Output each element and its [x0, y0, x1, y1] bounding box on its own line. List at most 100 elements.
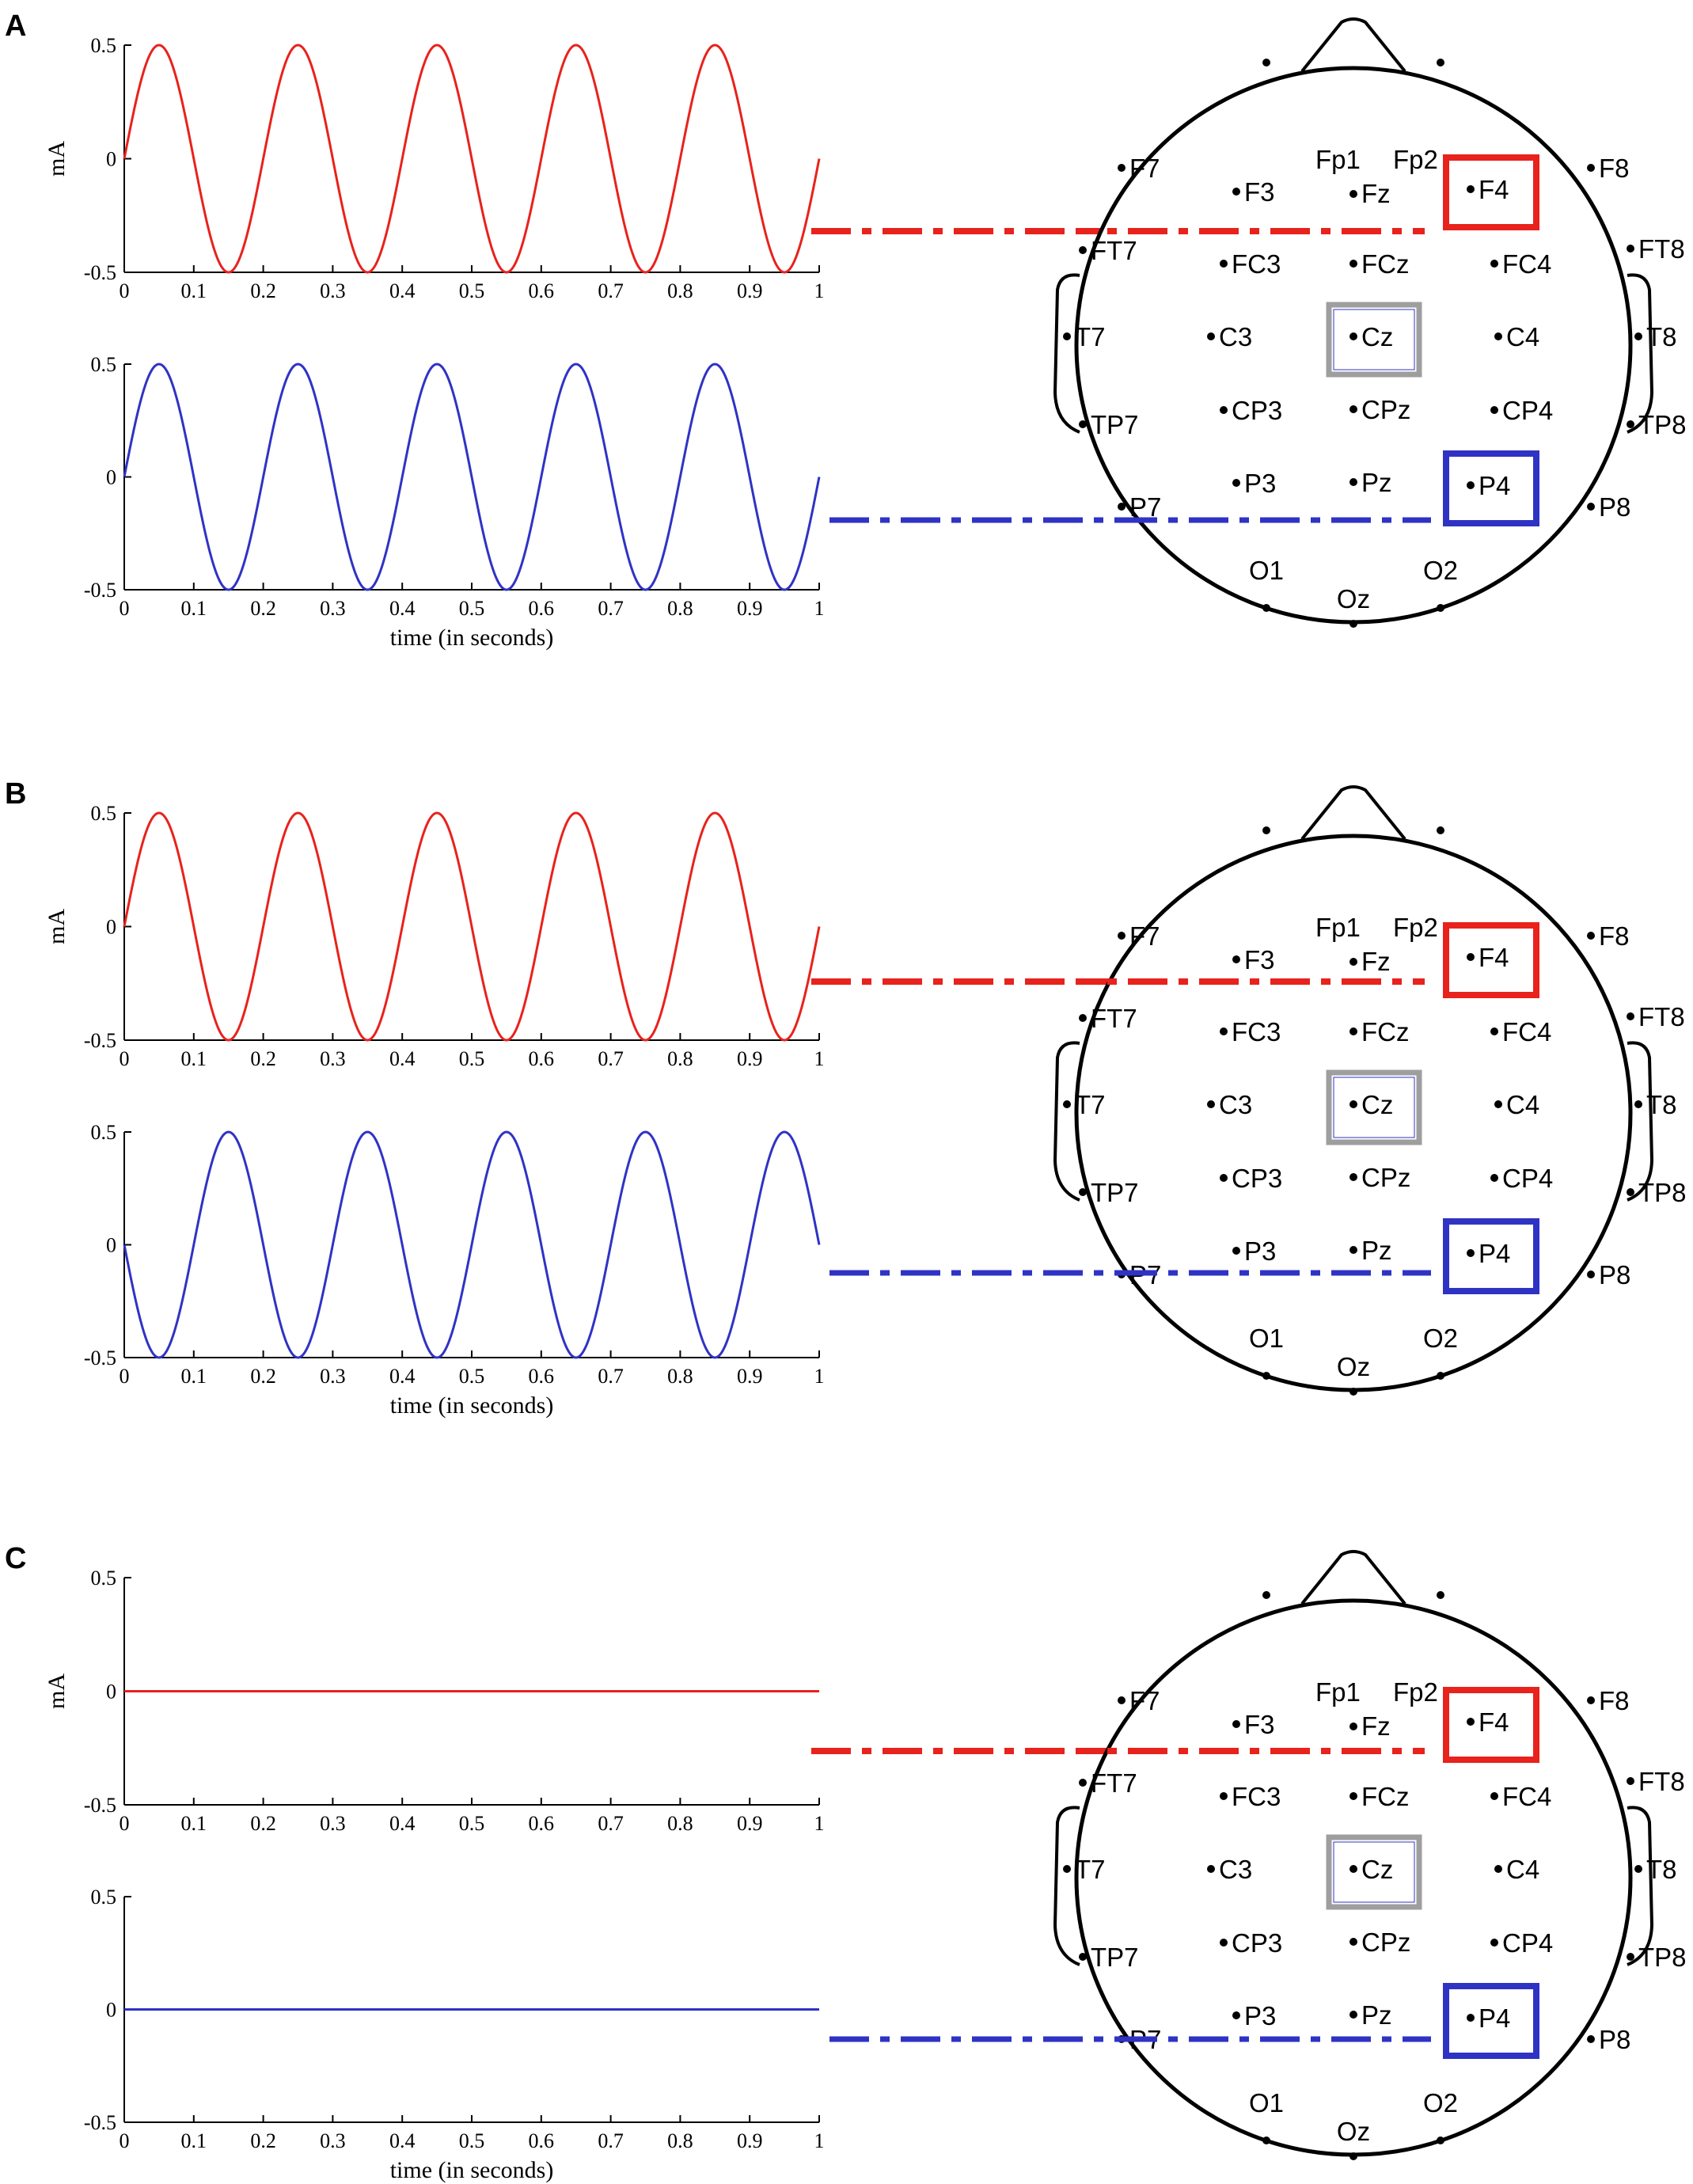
electrode-tp7: TP7 [1079, 1943, 1139, 1972]
y-axis-label: mA [44, 141, 70, 177]
electrode-tp7: TP7 [1079, 1178, 1139, 1207]
electrode-f4: F4 [1467, 175, 1509, 204]
electrode-dot [1490, 1939, 1498, 1947]
electrode-dot [1349, 2152, 1357, 2160]
panel-letter: B [5, 777, 26, 811]
nose-outline [1300, 17, 1406, 73]
electrode-label: F4 [1479, 943, 1509, 972]
electrode-o2: O2 [1423, 1324, 1458, 1380]
electrode-f7: F7 [1118, 154, 1160, 183]
y-tick-label: -0.5 [84, 1346, 116, 1369]
electrode-dot [1349, 1246, 1357, 1254]
electrode-cz: Cz [1349, 1090, 1393, 1119]
electrode-label: Pz [1361, 468, 1392, 497]
p4-highlight-box [1443, 1983, 1539, 2059]
panel-letter: C [5, 1542, 26, 1575]
electrode-fcz: FCz [1349, 1782, 1410, 1811]
electrode-oz: Oz [1337, 584, 1370, 628]
electrode-dot [1079, 1014, 1087, 1022]
x-tick-label: 0.3 [320, 279, 346, 302]
electrode-dot [1232, 1247, 1240, 1255]
electrode-dot [1262, 2137, 1270, 2144]
electrode-pz: Pz [1349, 1236, 1392, 1265]
electrode-ft7: FT7 [1079, 1004, 1137, 1033]
electrode-dot [1467, 185, 1475, 193]
electrode-f8: F8 [1587, 1686, 1630, 1715]
x-tick-label: 0 [120, 2129, 130, 2152]
x-tick-label: 0.1 [181, 279, 207, 302]
electrode-t8: T8 [1634, 322, 1677, 351]
electrode-label: Fp1 [1315, 145, 1361, 174]
electrode-label: P3 [1244, 1236, 1276, 1266]
electrode-cpz: CPz [1349, 1928, 1410, 1957]
electrode-fz: Fz [1349, 947, 1391, 976]
electrode-cp4: CP4 [1490, 1928, 1553, 1958]
x-tick-label: 0.5 [459, 1365, 485, 1388]
electrode-fp1: Fp1 [1262, 59, 1361, 174]
electrode-dot [1262, 604, 1270, 612]
electrode-label: T8 [1646, 1090, 1677, 1119]
electrode-label: FC4 [1502, 1017, 1551, 1046]
electrode-dot [1490, 406, 1498, 414]
electrode-label: Cz [1361, 322, 1393, 351]
x-tick-label: 0.3 [320, 1812, 346, 1835]
electrode-dot [1437, 59, 1444, 66]
electrode-dot [1349, 2011, 1357, 2019]
electrode-ft8: FT8 [1627, 1767, 1685, 1796]
electrode-label: P8 [1599, 1260, 1630, 1290]
right-ear-outline [1627, 1806, 1654, 1966]
x-tick-label: 0.1 [181, 1365, 207, 1388]
electrode-label: C4 [1506, 1855, 1539, 1884]
electrode-fp1: Fp1 [1262, 1591, 1361, 1707]
y-tick-label: 0.5 [91, 1886, 117, 1909]
electrode-label: O1 [1249, 1324, 1284, 1353]
electrode-label: F8 [1599, 154, 1630, 183]
electrode-label: Fz [1361, 1711, 1391, 1741]
bottom-waveform [123, 1130, 821, 1359]
x-tick-label: 0.6 [529, 279, 555, 302]
electrode-dot [1220, 260, 1228, 268]
x-tick-label: 0.8 [667, 597, 693, 620]
electrode-dot [1118, 1696, 1126, 1704]
electrode-dot [1063, 1100, 1071, 1108]
x-tick-label: 0.8 [667, 1365, 693, 1388]
electrode-label: P4 [1479, 2004, 1510, 2033]
x-tick-label: 1 [814, 1047, 825, 1070]
y-tick-label: 0.5 [91, 1567, 117, 1590]
electrode-dot [1627, 1188, 1634, 1196]
panel-letter: A [5, 9, 26, 43]
x-tick-label: 0.6 [529, 597, 555, 620]
electrode-t8: T8 [1634, 1090, 1677, 1119]
electrode-label: P4 [1479, 1239, 1510, 1268]
electrode-p8: P8 [1587, 492, 1630, 522]
y-tick-label: 0 [106, 1234, 116, 1257]
x-tick-label: 0 [120, 1812, 130, 1835]
electrode-dot [1063, 1865, 1071, 1873]
left-ear-outline [1053, 1041, 1080, 1202]
x-tick-label: 0 [120, 1047, 130, 1070]
cz-inner-box [1333, 1841, 1415, 1903]
electrode-dot [1587, 2035, 1595, 2043]
electrode-p8: P8 [1587, 1260, 1630, 1290]
electrode-label: P4 [1479, 471, 1510, 500]
electrode-dot [1627, 1777, 1634, 1785]
electrode-cz: Cz [1349, 322, 1393, 351]
electrode-label: Cz [1361, 1855, 1393, 1884]
electrode-label: P8 [1599, 492, 1630, 522]
x-tick-label: 0.5 [459, 1812, 485, 1835]
electrode-dot [1262, 826, 1270, 834]
electrode-label: Oz [1337, 2117, 1370, 2146]
electrode-label: FCz [1361, 249, 1410, 279]
electrode-t7: T7 [1063, 1090, 1106, 1119]
x-tick-label: 0.7 [598, 1047, 624, 1070]
electrode-dot [1232, 2011, 1240, 2019]
electrode-tp8: TP8 [1627, 1943, 1687, 1972]
electrode-dot [1494, 332, 1502, 340]
electrode-dot [1220, 406, 1228, 414]
left-ear-outline [1053, 273, 1080, 434]
x-tick-label: 0.1 [181, 2129, 207, 2152]
x-tick-label: 0.7 [598, 1365, 624, 1388]
electrode-label: FC3 [1232, 1017, 1281, 1046]
electrode-label: F7 [1129, 154, 1160, 183]
